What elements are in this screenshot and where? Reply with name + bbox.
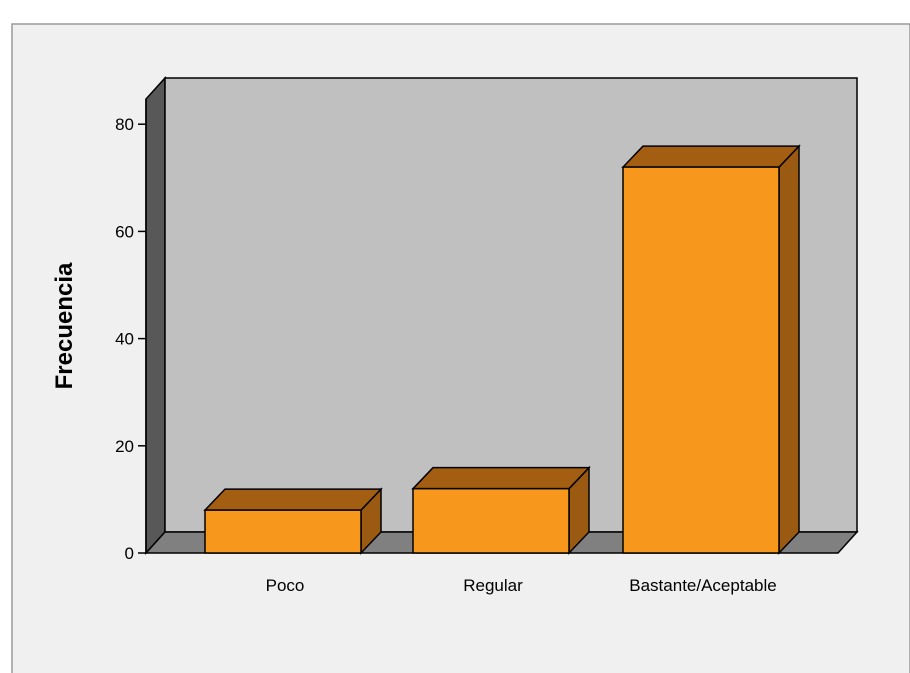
- y-axis-ticks: 0 20 40 60 80: [115, 115, 146, 563]
- y-tick-label: 20: [115, 437, 134, 456]
- bar-top-face: [621, 145, 801, 168]
- bar: [411, 465, 591, 555]
- x-tick-label: Poco: [266, 576, 305, 595]
- bar-front-face: [204, 509, 362, 554]
- bar-top-face: [203, 488, 383, 511]
- bars: [203, 144, 801, 555]
- bar-front-face: [622, 166, 780, 554]
- x-axis-labels: Poco Regular Bastante/Aceptable: [266, 576, 777, 595]
- bar: [621, 144, 801, 555]
- bar: [203, 487, 383, 555]
- bar-top-face: [411, 466, 591, 490]
- y-tick-label: 60: [115, 222, 134, 241]
- bar-front-face: [412, 487, 570, 554]
- y-tick-label: 0: [125, 544, 134, 563]
- x-tick-label: Regular: [463, 576, 523, 595]
- y-tick-label: 40: [115, 330, 134, 349]
- y-axis-title: Frecuencia: [51, 262, 78, 389]
- x-tick-label: Bastante/Aceptable: [629, 576, 776, 595]
- plot-side-wall: [145, 76, 166, 555]
- y-tick-label: 80: [115, 115, 134, 134]
- bar-side-face: [778, 144, 800, 555]
